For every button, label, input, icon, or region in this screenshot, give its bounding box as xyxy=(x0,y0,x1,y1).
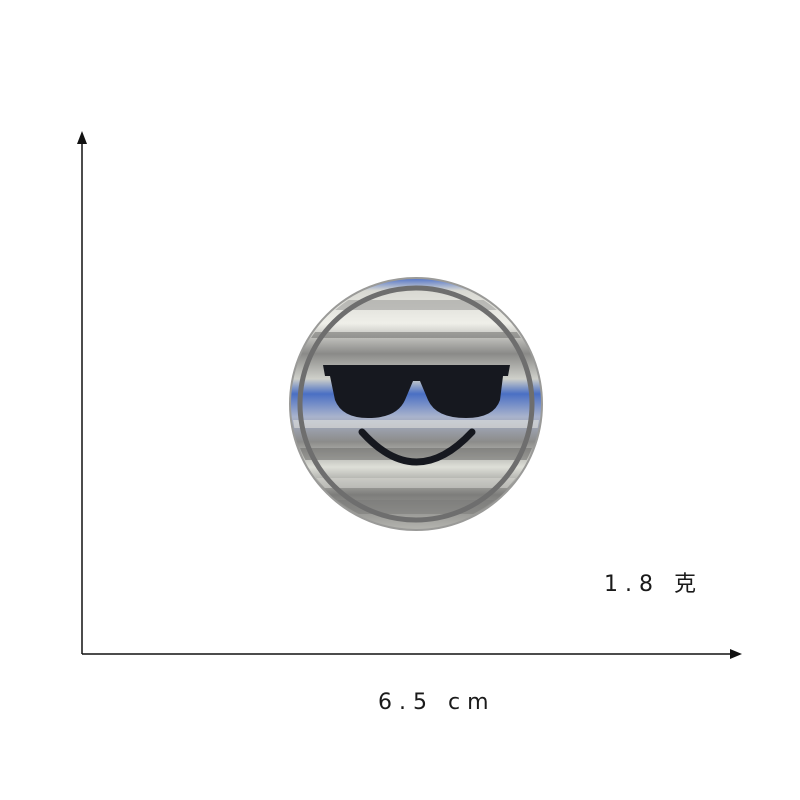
smile-mouth xyxy=(358,428,476,466)
weight-label: 1.8 克 xyxy=(604,572,703,597)
horizontal-axis xyxy=(82,649,742,659)
right-arrow-icon xyxy=(730,649,742,659)
up-arrow-icon xyxy=(77,131,87,144)
width-label: 6.5 cm xyxy=(378,690,496,715)
patch-border xyxy=(297,285,535,523)
vertical-axis xyxy=(77,131,87,654)
sunglasses-icon xyxy=(323,365,510,418)
smiley-patch xyxy=(289,277,543,531)
